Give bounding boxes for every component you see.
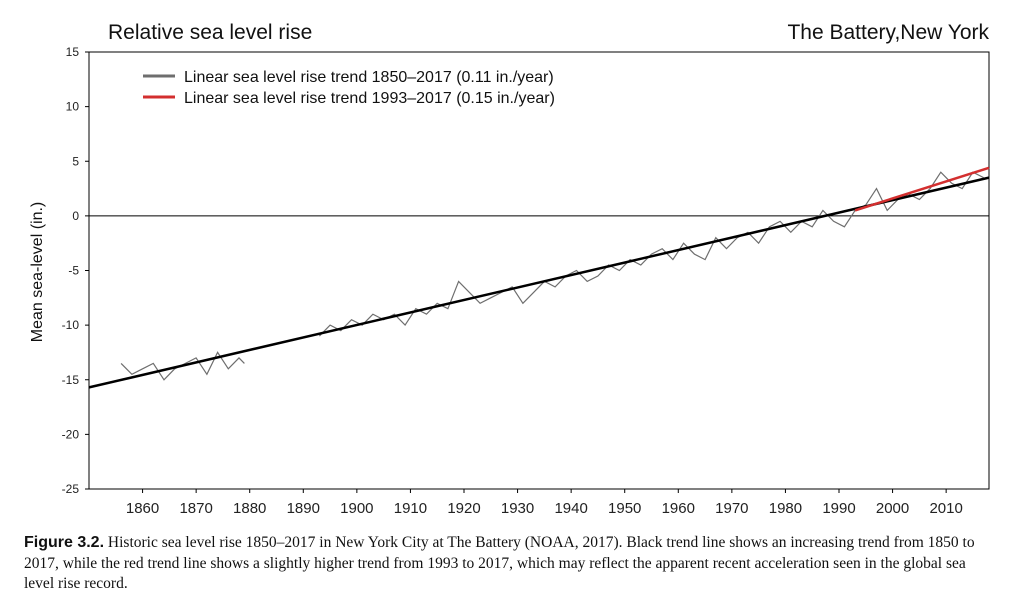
x-tick-label: 1870 [179,500,212,517]
y-tick-label: 10 [66,100,80,114]
x-tick-label: 2010 [929,500,962,517]
x-tick-label: 1900 [340,500,373,517]
x-tick-label: 1860 [126,500,159,517]
y-tick-label: 0 [72,209,79,223]
figure-caption-text: Historic sea level rise 1850–2017 in New… [24,534,975,592]
observed-sea-level-series [120,351,245,381]
x-tick-label: 1940 [554,500,587,517]
y-tick-label: -25 [62,482,80,496]
observed-sea-level-series [318,171,984,337]
x-tick-label: 1930 [501,500,534,517]
x-tick-label: 1970 [715,500,748,517]
x-tick-label: 2000 [876,500,909,517]
y-tick-label: 5 [72,154,79,168]
y-tick-label: -15 [62,373,80,387]
x-tick-label: 1950 [608,500,641,517]
x-tick-label: 1960 [662,500,695,517]
y-tick-label: -10 [62,318,80,332]
x-tick-label: 1990 [822,500,855,517]
x-tick-label: 1910 [394,500,427,517]
x-tick-label: 1920 [447,500,480,517]
trend-line-1850-2017 [88,176,990,389]
y-tick-label: 15 [66,45,80,59]
trend-line-1993-2017 [854,166,990,212]
x-tick-label: 1890 [287,500,320,517]
legend-label-long: Linear sea level rise trend 1850–2017 (0… [184,69,554,86]
x-tick-label: 1980 [769,500,802,517]
x-tick-label: 1880 [233,500,266,517]
figure-caption: Figure 3.2. Historic sea level rise 1850… [24,533,992,595]
chart-subtitle: The Battery,New York [787,21,989,44]
figure-label: Figure 3.2. [24,534,105,551]
y-tick-label: -20 [62,427,80,441]
sea-level-chart: Relative sea level rise The Battery,New … [29,21,990,517]
y-tick-label: -5 [68,264,79,278]
chart-title: Relative sea level rise [108,21,312,44]
y-axis-label: Mean sea-level (in.) [29,202,46,343]
legend-label-recent: Linear sea level rise trend 1993–2017 (0… [184,90,555,107]
legend: Linear sea level rise trend 1850–2017 (0… [143,69,555,107]
plot-area [88,51,990,490]
